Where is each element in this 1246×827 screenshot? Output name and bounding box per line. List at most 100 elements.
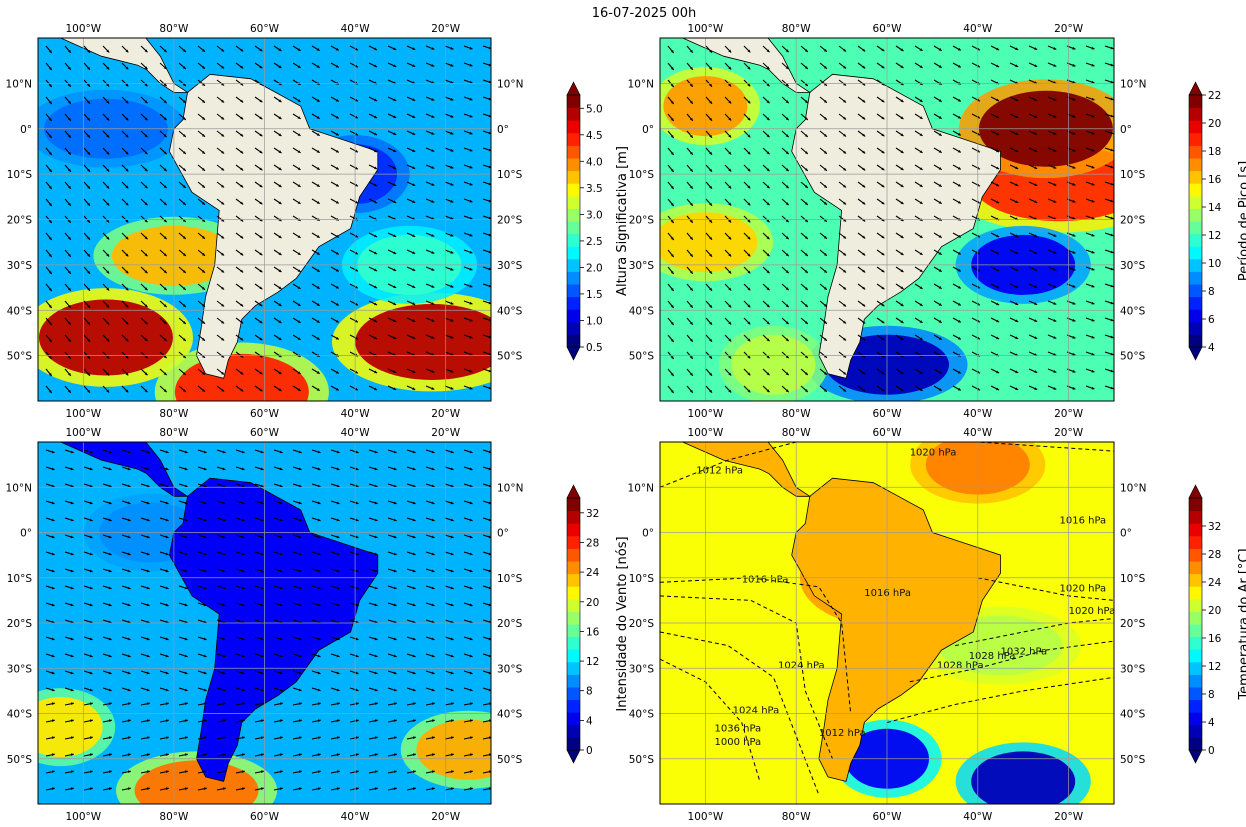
colorbar-band xyxy=(567,132,580,146)
map-panel-4: 1012 hPa 1016 hPa 1016 hPa 1016 hPa 1020 hPa… xyxy=(628,427,1246,823)
lon-tick-top: 60°W xyxy=(250,23,280,35)
colorbar-band xyxy=(1189,221,1202,235)
colorbar-band xyxy=(1189,661,1202,675)
colorbar-band xyxy=(1189,699,1202,713)
map-frame xyxy=(659,37,1115,402)
lon-tick-bottom: 80°W xyxy=(159,811,189,823)
colorbar-extend-max xyxy=(566,484,581,499)
colorbar-band xyxy=(1189,120,1202,134)
colorbar-frame xyxy=(1188,497,1203,751)
colorbar-tick-label: 16 xyxy=(1208,174,1222,186)
colorbar-tick-label: 16 xyxy=(1208,633,1222,645)
field-feature xyxy=(971,751,1076,804)
colorbar-band xyxy=(567,208,580,222)
colorbar-tick-label: 22 xyxy=(1208,90,1221,102)
lon-tick-top: 100°W xyxy=(65,23,101,35)
lon-tick-top: 80°W xyxy=(159,23,189,35)
lon-tick-bottom: 20°W xyxy=(1054,408,1084,420)
colorbar-band xyxy=(1189,246,1202,260)
south-america-land xyxy=(168,73,379,379)
lat-tick-left: 20°S xyxy=(629,215,655,227)
isobar-label: 1024 hPa xyxy=(778,660,825,671)
isobar-label: 1016 hPa xyxy=(1060,516,1107,527)
colorbar-band xyxy=(567,233,580,247)
map-field xyxy=(660,38,1114,401)
lat-tick-right: 10°N xyxy=(1120,78,1146,90)
lon-tick-bottom: 40°W xyxy=(963,811,993,823)
colorbar-frame xyxy=(1188,94,1203,348)
lon-tick-top: 80°W xyxy=(782,23,812,35)
colorbar-band xyxy=(1189,586,1202,600)
lat-tick-left: 10°S xyxy=(629,169,655,181)
lat-tick-right: 10°S xyxy=(497,573,523,585)
field-feature xyxy=(134,760,259,804)
map-panel-3: 100°W 100°W 80°W 80°W 60°W 60°W 40°W 40°W 20°W 20… xyxy=(6,427,630,823)
colorbar-band xyxy=(1189,611,1202,625)
field-feature xyxy=(38,697,103,758)
lon-tick-top: 100°W xyxy=(65,427,101,439)
colorbar-band xyxy=(567,284,580,298)
colorbar-band xyxy=(567,724,580,738)
lon-tick-top: 40°W xyxy=(963,23,993,35)
colorbar-band xyxy=(1189,535,1202,549)
isobar-label: 1036 hPa xyxy=(715,724,762,735)
lat-tick-left: 50°S xyxy=(629,754,655,766)
colorbar-tick-label: 14 xyxy=(1208,202,1222,214)
lat-tick-right: 20°S xyxy=(1120,618,1146,630)
colorbar-band xyxy=(567,687,580,701)
colorbar-band xyxy=(1189,170,1202,184)
colorbar-band xyxy=(567,309,580,323)
lat-tick-left: 0° xyxy=(642,528,654,540)
colorbar: 0.5 1.0 1.5 2.0 2.5 3.0 3.5 4.0 4.5 5.0 Altura Sig… xyxy=(566,81,630,361)
lat-tick-left: 40°S xyxy=(7,709,33,721)
lon-tick-bottom: 20°W xyxy=(431,408,461,420)
lon-tick-top: 60°W xyxy=(873,23,903,35)
lat-tick-left: 20°S xyxy=(629,618,655,630)
colorbar: 0 4 8 12 16 20 24 28 32 Intensidade do Vento [nós… xyxy=(566,484,630,764)
lat-tick-left: 10°S xyxy=(7,573,33,585)
isobar-line xyxy=(660,658,761,782)
colorbar-tick-label: 0 xyxy=(586,745,593,757)
colorbar-band xyxy=(1189,158,1202,172)
colorbar-band xyxy=(567,95,580,109)
colorbar-band xyxy=(1189,573,1202,587)
lat-tick-left: 10°S xyxy=(7,169,33,181)
isobar-label: 1016 hPa xyxy=(742,574,789,585)
gridlines xyxy=(38,442,491,804)
lat-tick-right: 50°S xyxy=(1120,754,1146,766)
colorbar-band xyxy=(1189,195,1202,209)
lat-tick-right: 30°S xyxy=(497,260,523,272)
lon-tick-top: 20°W xyxy=(1054,427,1084,439)
lat-tick-left: 20°S xyxy=(7,215,33,227)
colorbar-tick-label: 2.5 xyxy=(586,236,603,248)
colorbar-band xyxy=(1189,498,1202,512)
colorbar-band xyxy=(1189,636,1202,650)
map-field xyxy=(38,442,491,804)
colorbar-tick-label: 32 xyxy=(1208,521,1221,533)
lat-tick-right: 0° xyxy=(1120,528,1132,540)
colorbar-band xyxy=(567,158,580,172)
colorbar-tick-label: 1.5 xyxy=(586,289,603,301)
lat-tick-right: 30°S xyxy=(1120,260,1146,272)
lon-tick-top: 20°W xyxy=(1054,23,1084,35)
lat-tick-right: 0° xyxy=(1120,124,1132,136)
lon-tick-bottom: 40°W xyxy=(341,811,371,823)
colorbar: 4 6 8 10 12 14 16 18 20 22 Período de Pico [s] xyxy=(1188,81,1246,361)
colorbar-tick-label: 20 xyxy=(1208,118,1221,130)
gridlines xyxy=(660,442,1114,804)
lat-tick-right: 40°S xyxy=(497,305,523,317)
colorbar-tick-label: 2.0 xyxy=(586,262,603,274)
lat-tick-right: 0° xyxy=(497,528,509,540)
lat-tick-right: 50°S xyxy=(497,351,523,363)
field-feature xyxy=(416,719,491,780)
lon-tick-bottom: 60°W xyxy=(250,408,280,420)
colorbar-band xyxy=(1189,208,1202,222)
isobar-label: 1000 hPa xyxy=(715,737,762,748)
lon-tick-top: 100°W xyxy=(688,23,724,35)
isobar-label: 1024 hPa xyxy=(733,706,780,717)
lat-tick-left: 0° xyxy=(20,124,32,136)
colorbar-tick-label: 8 xyxy=(1208,689,1215,701)
colorbar-tick-label: 16 xyxy=(586,626,600,638)
colorbar-band xyxy=(1189,284,1202,298)
central-america-land xyxy=(59,442,189,497)
